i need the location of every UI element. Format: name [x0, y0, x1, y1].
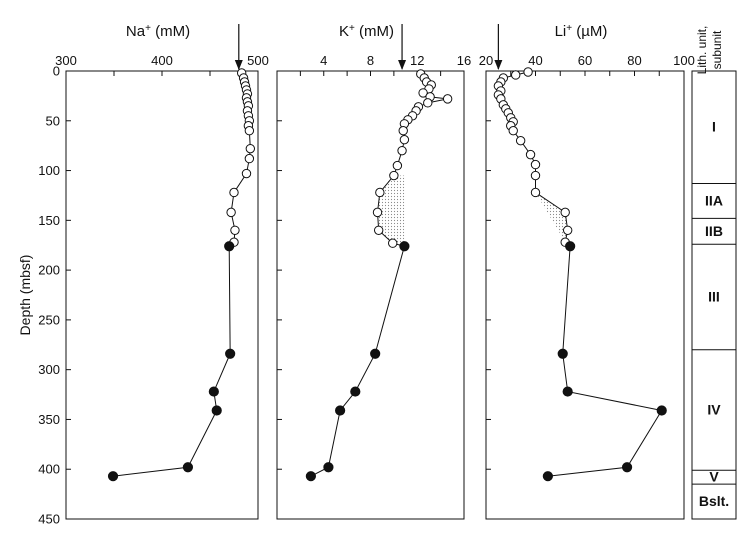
- panel-li-profile-line: [497, 71, 663, 477]
- panel-li-open-point: [530, 187, 541, 198]
- panel-na-closed-point: [211, 405, 222, 416]
- panel-li-open-point: [525, 149, 536, 160]
- lith-unit-label: III: [708, 288, 720, 304]
- panel-k-closed-point: [350, 386, 361, 397]
- panel-k-open-point: [399, 134, 410, 145]
- panel-li-open-point: [523, 67, 533, 77]
- panel-li-open-point: [530, 159, 541, 170]
- panel-na-open-point: [244, 126, 255, 136]
- y-tick-label: 0: [53, 64, 60, 79]
- panel-k-closed-point: [399, 241, 410, 252]
- panel-li-closed-point: [542, 471, 553, 482]
- lith-unit-label: IV: [707, 401, 721, 417]
- panel-na-closed-point: [224, 241, 235, 252]
- panel-li-closed-point: [562, 386, 573, 397]
- y-tick-label: 200: [38, 263, 60, 278]
- panel-k-x-tick-label: 12: [410, 53, 424, 68]
- panel-k-open-point: [392, 160, 403, 171]
- panel-li-x-tick-label: 20: [479, 53, 493, 68]
- y-tick-label: 450: [38, 512, 60, 527]
- panel-na-closed-point: [225, 348, 236, 359]
- panel-k-closed-point: [370, 348, 381, 359]
- panel-li-x-tick-label: 80: [627, 53, 641, 68]
- panel-na-x-tick-label: 300: [55, 53, 77, 68]
- panel-k-open-point: [389, 170, 399, 181]
- panel-k-open-point: [398, 126, 408, 136]
- y-tick-label: 250: [38, 312, 60, 327]
- y-axis-label: Depth (mbsf): [17, 255, 33, 336]
- panel-na-open-point: [241, 168, 252, 179]
- panel-na-open-point: [229, 187, 239, 198]
- panel-na-closed-point: [208, 386, 219, 397]
- panel-k-arrow-head: [398, 60, 407, 70]
- lith-unit-label: IIB: [705, 223, 723, 239]
- y-tick-label: 400: [38, 462, 60, 477]
- panel-li-shaded-region: [535, 192, 568, 243]
- panel-li-closed-point: [621, 462, 633, 473]
- panel-li-open-point: [560, 207, 570, 218]
- lith-unit-label: V: [709, 469, 719, 485]
- panel-na-open-point: [230, 225, 240, 235]
- y-tick-label: 50: [46, 113, 60, 128]
- panel-k-open-point: [388, 238, 398, 248]
- panel-na-profile-line: [112, 72, 251, 477]
- panel-na: 300 400 500 0 50 100 150 200 250 300 350 400 450 Na+ …: [38, 23, 269, 527]
- panel-k-open-point: [372, 207, 383, 218]
- panel-na-closed-point: [107, 471, 119, 482]
- panel-na-open-point: [244, 153, 255, 164]
- panel-li-frame: [485, 70, 685, 520]
- panel-k-open-point: [442, 94, 453, 104]
- lith-unit-label: Bslt.: [699, 493, 729, 509]
- y-tick-label: 150: [38, 213, 60, 228]
- lith-unit-column: Lith. unit, subunit I IIA IIB III IV V Bslt.: [691, 26, 737, 520]
- panel-k-open-point: [423, 98, 433, 108]
- panel-k-open-point: [373, 225, 384, 235]
- panel-li-open-point: [508, 126, 518, 136]
- lith-unit-label: IIA: [705, 192, 723, 208]
- lith-unit-label: I: [712, 119, 716, 135]
- panel-li: 20 40 60 80 100 Li+ (µM): [479, 23, 695, 520]
- panel-li-x-tick-label: 60: [578, 53, 592, 68]
- panel-li-closed-point: [565, 241, 576, 252]
- lith-column-frame: [691, 70, 737, 520]
- panel-k-open-point: [418, 88, 428, 98]
- panel-na-open-point: [245, 143, 256, 154]
- panel-k-title: K+ (mM): [339, 23, 394, 41]
- y-tick-label: 100: [38, 163, 60, 178]
- panel-k-closed-point: [323, 462, 334, 473]
- panel-li-title: Li+ (µM): [555, 23, 608, 41]
- panel-na-closed-point: [182, 462, 194, 473]
- panel-na-arrow-head: [234, 60, 243, 70]
- panel-k: 4 8 12 16 K+ (mM): [276, 23, 471, 520]
- y-tick-label: 350: [38, 412, 60, 427]
- panel-li-x-tick-label: 100: [673, 53, 695, 68]
- panel-k-closed-point: [305, 471, 316, 482]
- panel-k-x-tick-label: 8: [367, 53, 374, 68]
- panel-li-open-point: [511, 70, 521, 80]
- panel-k-shaded-region: [377, 175, 406, 247]
- panel-li-arrow-head: [494, 60, 503, 70]
- panel-na-open-point: [226, 207, 236, 218]
- panel-k-x-tick-label: 16: [457, 53, 471, 68]
- panel-k-open-point: [397, 145, 407, 156]
- panel-li-closed-point: [557, 348, 568, 359]
- panel-k-open-point: [375, 187, 385, 198]
- panel-k-x-tick-label: 4: [320, 53, 327, 68]
- lith-column-header-line: subunit: [710, 30, 724, 69]
- panel-k-closed-point: [335, 405, 346, 416]
- panel-li-closed-point: [656, 405, 667, 416]
- panel-na-x-tick-label: 400: [151, 53, 173, 68]
- panel-li-open-point: [515, 135, 526, 146]
- panel-na-x-tick-label: 500: [247, 53, 269, 68]
- panel-k-frame: [276, 70, 465, 520]
- panel-na-title: Na+ (mM): [126, 23, 190, 41]
- panel-li-open-point: [530, 170, 541, 181]
- panel-k-profile-line: [310, 73, 448, 477]
- y-tick-label: 300: [38, 362, 60, 377]
- panel-li-open-point: [562, 225, 573, 235]
- panel-li-x-tick-label: 40: [528, 53, 542, 68]
- lith-column-header-line: Lith. unit,: [695, 26, 709, 75]
